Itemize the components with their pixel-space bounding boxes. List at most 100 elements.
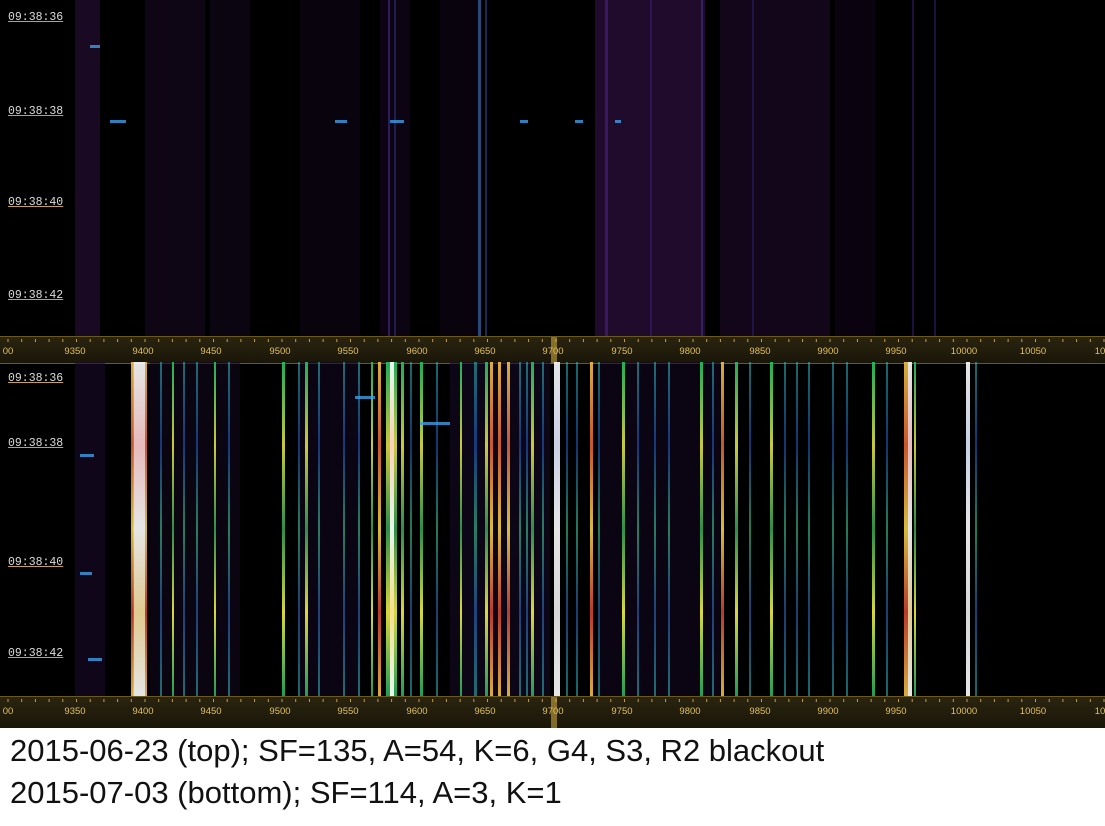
ruler-tick-label: 10050	[1019, 346, 1047, 357]
signal-carrier	[228, 362, 230, 696]
caption-line-1: 2015-06-23 (top); SF=135, A=54, K=6, G4,…	[10, 733, 825, 768]
ruler-tick-label: 9450	[200, 346, 222, 357]
tuning-marker	[551, 697, 557, 728]
noise-band	[300, 362, 360, 696]
ruler-tick-label: 9950	[885, 706, 907, 717]
noise-band	[75, 362, 105, 696]
signal-carrier	[846, 362, 848, 696]
signal-carrier	[808, 362, 810, 696]
signal-blip	[575, 120, 583, 123]
noise-band	[835, 0, 875, 336]
signal-carrier	[700, 362, 703, 696]
signal-blip	[520, 120, 528, 123]
waterfall-pane-top[interactable]: 09:38:36 09:38:38 09:38:40 09:38:42	[0, 0, 1105, 336]
ruler-tick-label: 9950	[885, 346, 907, 357]
signal-carrier	[145, 362, 147, 696]
ruler-tick-label: 00	[2, 346, 14, 357]
noise-band	[145, 0, 205, 336]
ruler-tick-label: 9700	[542, 706, 564, 717]
signal-carrier	[378, 362, 381, 696]
signal-carrier	[498, 362, 501, 696]
signal-carrier	[390, 362, 394, 696]
signal-carrier	[796, 362, 798, 696]
ruler-tick-label: 9350	[64, 346, 86, 357]
signal-trace	[388, 0, 390, 336]
ruler-tick-label: 9750	[611, 346, 633, 357]
frequency-ruler-bottom[interactable]: 00 9350 9400 9450 9500 9550 9600 9650 9700 9750 98…	[0, 696, 1105, 728]
ruler-tick-label: 9850	[749, 706, 771, 717]
signal-carrier	[914, 362, 916, 696]
signal-trace	[701, 0, 703, 336]
time-label: 09:38:40	[8, 556, 64, 569]
signal-blip	[90, 45, 100, 48]
signal-carrier	[668, 362, 670, 696]
signal-blip	[355, 396, 375, 399]
signal-carrier	[721, 362, 724, 696]
noise-band	[720, 0, 830, 336]
signal-carrier	[214, 362, 216, 696]
signal-blip	[390, 120, 404, 123]
signal-carrier	[622, 362, 625, 696]
ruler-tick-label: 9450	[200, 706, 222, 717]
signal-blip	[110, 120, 126, 123]
ruler-ticks	[7, 337, 1105, 363]
signal-carrier	[485, 362, 488, 696]
ruler-ticks	[7, 697, 1105, 728]
signal-carrier	[598, 362, 600, 696]
waterfall-pane-bottom[interactable]: 09:38:36 09:38:38 09:38:40 09:38:42	[0, 362, 1105, 696]
signal-carrier	[735, 362, 738, 696]
time-label: 09:38:36	[8, 372, 64, 385]
signal-carrier	[131, 362, 134, 696]
ruler-tick-label: 9600	[406, 706, 428, 717]
time-label: 09:38:42	[8, 289, 64, 302]
signal-carrier	[542, 362, 544, 696]
signal-carrier	[282, 362, 285, 696]
signal-carrier	[886, 362, 888, 696]
ruler-tick-label: 9400	[132, 706, 154, 717]
frequency-ruler-top[interactable]: 00 9350 9400 9450 9500 9550 9600 9650 9700 9750 98…	[0, 336, 1105, 364]
signal-carrier	[590, 362, 593, 696]
signal-carrier	[460, 362, 462, 696]
signal-carrier	[904, 362, 908, 696]
ruler-tick-label: 9500	[269, 346, 291, 357]
noise-band	[440, 0, 480, 336]
waterfall-spectrogram-top	[75, 0, 936, 336]
caption: 2015-06-23 (top); SF=135, A=54, K=6, G4,…	[10, 730, 1100, 814]
noise-band	[300, 0, 360, 336]
time-label: 09:38:42	[8, 647, 64, 660]
ruler-tick-label: 9800	[679, 706, 701, 717]
signal-trace	[752, 0, 754, 336]
signal-carrier	[401, 362, 404, 696]
ruler-tick-label: 10000	[950, 706, 978, 717]
signal-carrier	[749, 362, 751, 696]
signal-blip	[335, 120, 347, 123]
signal-carrier	[133, 362, 145, 696]
ruler-tick-label: 10	[1094, 706, 1105, 717]
signal-carrier	[490, 362, 493, 696]
signal-carrier	[784, 362, 786, 696]
signal-carrier	[637, 362, 639, 696]
ruler-tick-label: 00	[2, 706, 14, 717]
signal-carrier	[832, 362, 834, 696]
waterfall-display[interactable]: 09:38:36 09:38:38 09:38:40 09:38:42 00 93…	[0, 0, 1105, 728]
ruler-tick-label: 9750	[611, 706, 633, 717]
signal-carrier	[420, 362, 423, 696]
ruler-tick-label: 9500	[269, 706, 291, 717]
signal-trace	[934, 0, 936, 336]
ruler-tick-label: 9850	[749, 346, 771, 357]
signal-blip	[615, 120, 621, 123]
ruler-tick-label: 9550	[337, 706, 359, 717]
signal-carrier	[358, 362, 360, 696]
signal-blip	[88, 658, 102, 661]
ruler-tick-label: 9900	[817, 706, 839, 717]
signal-trace	[394, 0, 396, 336]
signal-carrier	[305, 362, 308, 696]
noise-band	[150, 362, 240, 696]
tuning-marker	[551, 337, 557, 363]
signal-carrier	[966, 362, 970, 696]
waterfall-spectrogram-bottom	[75, 362, 977, 696]
signal-carrier	[410, 362, 412, 696]
ruler-tick-label: 10000	[950, 346, 978, 357]
signal-carrier	[576, 362, 578, 696]
signal-carrier	[183, 362, 185, 696]
